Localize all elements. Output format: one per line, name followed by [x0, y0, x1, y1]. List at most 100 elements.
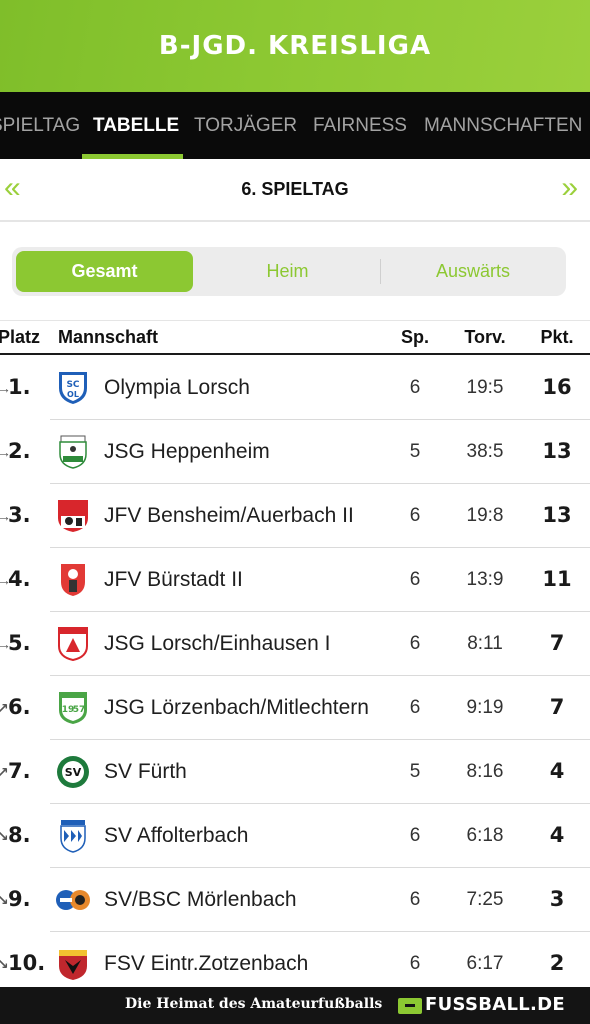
sv-affolterbach-crest-icon: [60, 820, 86, 853]
table-row[interactable]: ↘ 8. SV Affolterbach 6 6:18 4: [0, 804, 590, 868]
tab-fairness[interactable]: FAIRNESS: [313, 115, 407, 136]
goal-ratio: 19:5: [466, 377, 504, 398]
position: 7.: [8, 759, 31, 783]
games-played: 6: [409, 377, 421, 398]
filter-auswaerts[interactable]: Auswärts: [435, 261, 511, 281]
trend-right-icon: →: [0, 508, 11, 524]
jfv-bensheim-crest-icon: [58, 500, 88, 532]
position: 4.: [8, 567, 31, 591]
goal-ratio: 6:17: [466, 953, 504, 974]
table-row[interactable]: → 3. JFV Bensheim/Auerbach II 6 19:8 13: [0, 484, 590, 548]
trend-right-icon: →: [0, 444, 11, 460]
jfv-buerstadt-crest-icon: [61, 564, 85, 596]
trend-right-icon: →: [0, 380, 11, 396]
row-divider: [50, 931, 590, 932]
games-played: 6: [409, 889, 421, 910]
trend-down-icon: ↘: [0, 892, 9, 908]
team-name: JFV Bürstadt II: [104, 568, 243, 591]
table-row[interactable]: → 1. SC OL Olympia Lorsch 6 19:5 16: [0, 356, 590, 420]
tab-torjaeger[interactable]: TORJÄGER: [194, 115, 298, 136]
active-tab-indicator: [82, 154, 183, 159]
position: 2.: [8, 439, 31, 463]
trend-right-icon: →: [0, 572, 11, 588]
filter-gesamt[interactable]: Gesamt: [16, 251, 193, 292]
app-header: B-JGD. KREISLIGA: [0, 0, 590, 92]
points: 2: [549, 951, 565, 975]
trend-down-icon: ↘: [0, 956, 9, 972]
goal-ratio: 19:8: [466, 505, 504, 526]
team-name: JSG Lörzenbach/Mitlechtern: [104, 696, 369, 719]
team-name: SV/BSC Mörlenbach: [104, 888, 297, 911]
table-row[interactable]: → 2. JSG Heppenheim 5 38:5 13: [0, 420, 590, 484]
games-played: 6: [409, 825, 421, 846]
row-divider: [50, 867, 590, 868]
row-divider: [50, 739, 590, 740]
games-played: 6: [409, 953, 421, 974]
points: 4: [549, 759, 565, 783]
points: 3: [549, 887, 565, 911]
table-row[interactable]: ↗ 7. SV SV Fürth 5 8:16 4: [0, 740, 590, 804]
svg-text:SV: SV: [65, 766, 82, 779]
points: 13: [542, 503, 572, 527]
points: 11: [542, 567, 572, 591]
games-played: 6: [409, 697, 421, 718]
table-filter: Gesamt Heim Auswärts: [12, 247, 566, 296]
points: 4: [549, 823, 565, 847]
trend-up-icon: ↗: [0, 700, 9, 716]
fussball-de-logo-icon: [398, 998, 422, 1014]
trend-up-icon: ↗: [0, 764, 9, 780]
column-spiele: Sp.: [400, 327, 429, 347]
team-name: Olympia Lorsch: [104, 376, 250, 399]
column-punkte: Pkt.: [540, 327, 574, 347]
table-row[interactable]: ↘ 10. FSV Eintr.Zotzenbach 6 6:17 2: [0, 932, 590, 996]
sv-bsc-moerlenbach-crest-icon: [56, 890, 90, 910]
row-divider: [50, 419, 590, 420]
games-played: 5: [409, 761, 421, 782]
goal-ratio: 7:25: [466, 889, 504, 910]
matchday-selector: « 6. SPIELTAG »: [0, 159, 590, 222]
row-divider: [50, 483, 590, 484]
table-row[interactable]: → 5. JSG Lorsch/Einhausen I 6 8:11 7: [0, 612, 590, 676]
trend-right-icon: →: [0, 636, 11, 652]
team-name: FSV Eintr.Zotzenbach: [104, 952, 309, 975]
table-header: Platz Mannschaft Sp. Torv. Pkt.: [0, 321, 590, 355]
tab-tabelle[interactable]: TABELLE: [93, 115, 180, 136]
previous-matchday-icon[interactable]: «: [4, 171, 21, 204]
points: 7: [549, 631, 565, 655]
team-name: SV Fürth: [104, 760, 187, 783]
tab-mannschaften[interactable]: MANNSCHAFTEN: [424, 115, 583, 136]
team-name: JSG Lorsch/Einhausen I: [104, 632, 331, 655]
table-row[interactable]: → 4. JFV Bürstadt II 6 13:9 11: [0, 548, 590, 612]
page-title: B-JGD. KREISLIGA: [158, 31, 432, 61]
position: 1.: [8, 375, 31, 399]
points: 13: [542, 439, 572, 463]
goal-ratio: 13:9: [466, 569, 504, 590]
next-matchday-icon[interactable]: »: [561, 171, 578, 204]
footer-banner[interactable]: Die Heimat des Amateurfußballs FUSSBALL.…: [0, 987, 590, 1024]
position: 8.: [8, 823, 31, 847]
fsv-zotzenbach-crest-icon: [59, 950, 87, 980]
svg-text:OL: OL: [67, 390, 79, 399]
points: 7: [549, 695, 565, 719]
table-row[interactable]: ↘ 9. SV/BSC Mörlenbach 6 7:25 3: [0, 868, 590, 932]
svg-text:57: 57: [73, 705, 86, 715]
table-row[interactable]: ↗ 6. 19 57 JSG Lörzenbach/Mitlechtern 6 …: [0, 676, 590, 740]
position: 9.: [8, 887, 31, 911]
tab-spieltag[interactable]: SPIELTAG: [0, 115, 81, 136]
tab-bar: SPIELTAG TABELLE TORJÄGER FAIRNESS MANNS…: [0, 92, 590, 159]
jsg-lorsch-einhausen-crest-icon: [58, 627, 88, 662]
svg-text:19: 19: [62, 705, 75, 715]
svg-text:SC: SC: [66, 380, 79, 390]
goal-ratio: 8:16: [466, 761, 504, 782]
filter-divider: [380, 259, 381, 284]
team-name: JSG Heppenheim: [104, 440, 270, 463]
filter-heim[interactable]: Heim: [266, 261, 309, 281]
column-mannschaft: Mannschaft: [58, 327, 159, 347]
sv-fuerth-crest-icon: SV: [57, 756, 89, 788]
position: 5.: [8, 631, 31, 655]
games-played: 5: [409, 441, 421, 462]
row-divider: [50, 803, 590, 804]
team-name: SV Affolterbach: [104, 824, 249, 847]
position: 3.: [8, 503, 31, 527]
column-platz: Platz: [0, 327, 41, 347]
